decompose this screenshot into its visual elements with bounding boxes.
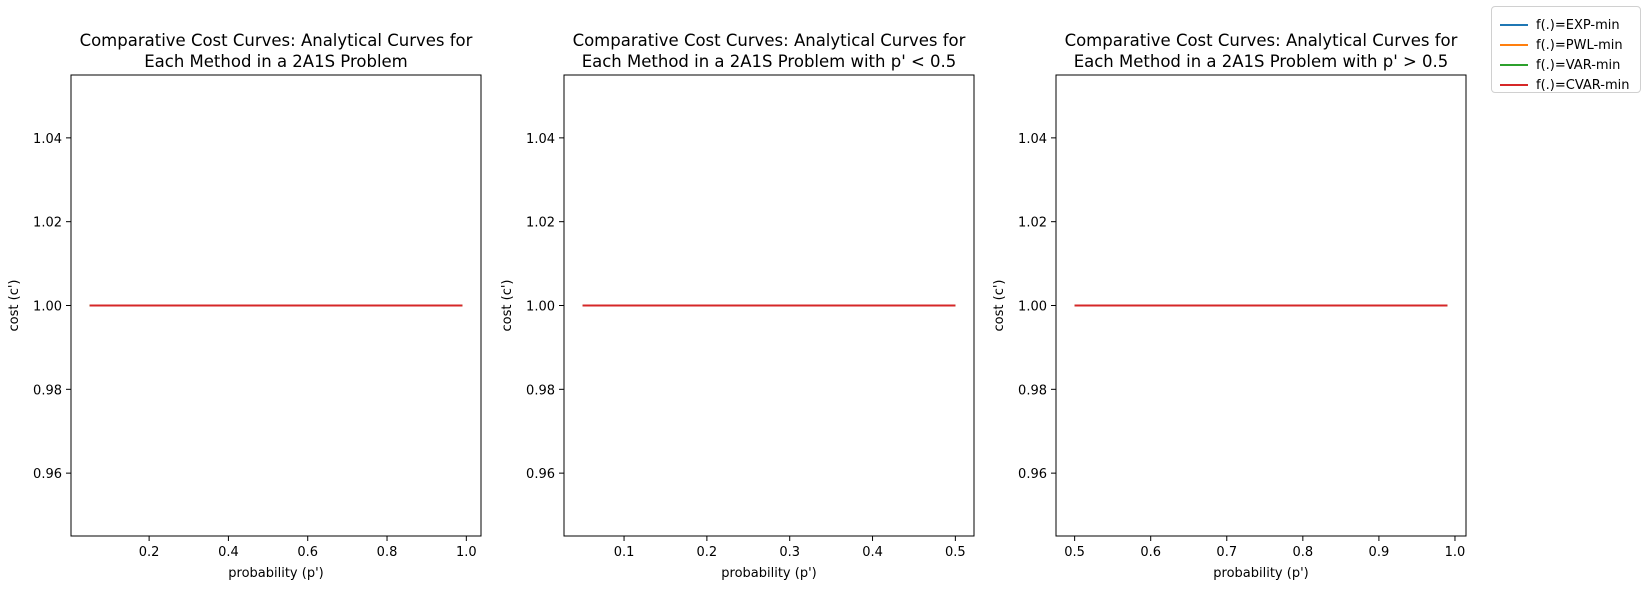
y-tick-label: 1.00 [526,300,555,315]
chart-title-line-1: Comparative Cost Curves: Analytical Curv… [1065,31,1458,50]
legend-item-var-min: f(.)=VAR-min [1500,55,1620,75]
x-tick-label: 0.8 [1292,545,1313,560]
x-tick-label: 0.1 [614,545,635,560]
y-tick-label: 0.98 [1018,383,1047,398]
y-tick-label: 1.04 [526,132,555,147]
legend: f(.)=EXP-min f(.)=PWL-min f(.)=VAR-min f… [1491,6,1641,93]
y-axis-label: cost (c') [7,280,22,332]
legend-label-var-min: f(.)=VAR-min [1536,57,1621,73]
x-tick-label: 0.9 [1369,545,1390,560]
y-tick-label: 1.02 [1018,216,1047,231]
legend-swatch-pwl-min [1500,44,1528,46]
legend-label-exp-min: f(.)=EXP-min [1536,17,1620,33]
y-tick-label: 1.04 [33,132,62,147]
x-tick-label: 0.4 [218,545,239,560]
y-tick-label: 0.96 [33,467,62,482]
chart-panel-2: 0.1 0.2 0.3 0.4 0.5 0.96 0.98 1.00 1.02 1.04 proba… [500,31,975,581]
x-axis-label: probability (p') [228,566,323,581]
x-tick-label: 0.8 [377,545,398,560]
y-tick-label: 1.02 [33,216,62,231]
chart-title-line-1: Comparative Cost Curves: Analytical Curv… [573,31,966,50]
y-tick-label: 1.02 [526,216,555,231]
y-axis-label: cost (c') [992,280,1007,332]
y-tick-label: 0.96 [526,467,555,482]
chart-title-line-2: Each Method in a 2A1S Problem with p' > … [1074,52,1449,71]
y-tick-label: 0.98 [33,383,62,398]
x-tick-label: 0.4 [862,545,883,560]
chart-title-line-1: Comparative Cost Curves: Analytical Curv… [80,31,473,50]
legend-item-cvar-min: f(.)=CVAR-min [1500,75,1630,95]
x-tick-label: 1.0 [456,545,477,560]
legend-swatch-var-min [1500,64,1528,66]
x-axis-label: probability (p') [721,566,816,581]
x-tick-label: 0.2 [139,545,160,560]
y-tick-label: 1.00 [33,300,62,315]
legend-label-cvar-min: f(.)=CVAR-min [1536,77,1630,93]
x-tick-label: 0.2 [697,545,718,560]
y-tick-label: 1.00 [1018,300,1047,315]
y-tick-label: 0.96 [1018,467,1047,482]
x-tick-label: 0.7 [1216,545,1237,560]
x-tick-label: 1.0 [1445,545,1466,560]
chart-panel-1: 0.2 0.4 0.6 0.8 1.0 0.96 0.98 1.00 1.02 1.04 proba… [7,31,482,581]
chart-panel-3: 0.5 0.6 0.7 0.8 0.9 1.0 0.96 0.98 1.00 1.02 1.04 pr… [992,31,1467,581]
y-tick-label: 0.98 [526,383,555,398]
legend-label-pwl-min: f(.)=PWL-min [1536,37,1623,53]
y-tick-label: 1.04 [1018,132,1047,147]
chart-title-line-2: Each Method in a 2A1S Problem with p' < … [582,52,957,71]
x-tick-label: 0.6 [297,545,318,560]
x-tick-label: 0.5 [945,545,966,560]
legend-swatch-exp-min [1500,24,1528,26]
legend-item-exp-min: f(.)=EXP-min [1500,15,1620,35]
legend-swatch-cvar-min [1500,84,1528,86]
x-tick-label: 0.3 [779,545,800,560]
x-axis-label: probability (p') [1213,566,1308,581]
x-tick-label: 0.5 [1064,545,1085,560]
legend-item-pwl-min: f(.)=PWL-min [1500,35,1623,55]
y-axis-label: cost (c') [500,280,515,332]
chart-title-line-2: Each Method in a 2A1S Problem [144,52,408,71]
x-tick-label: 0.6 [1140,545,1161,560]
